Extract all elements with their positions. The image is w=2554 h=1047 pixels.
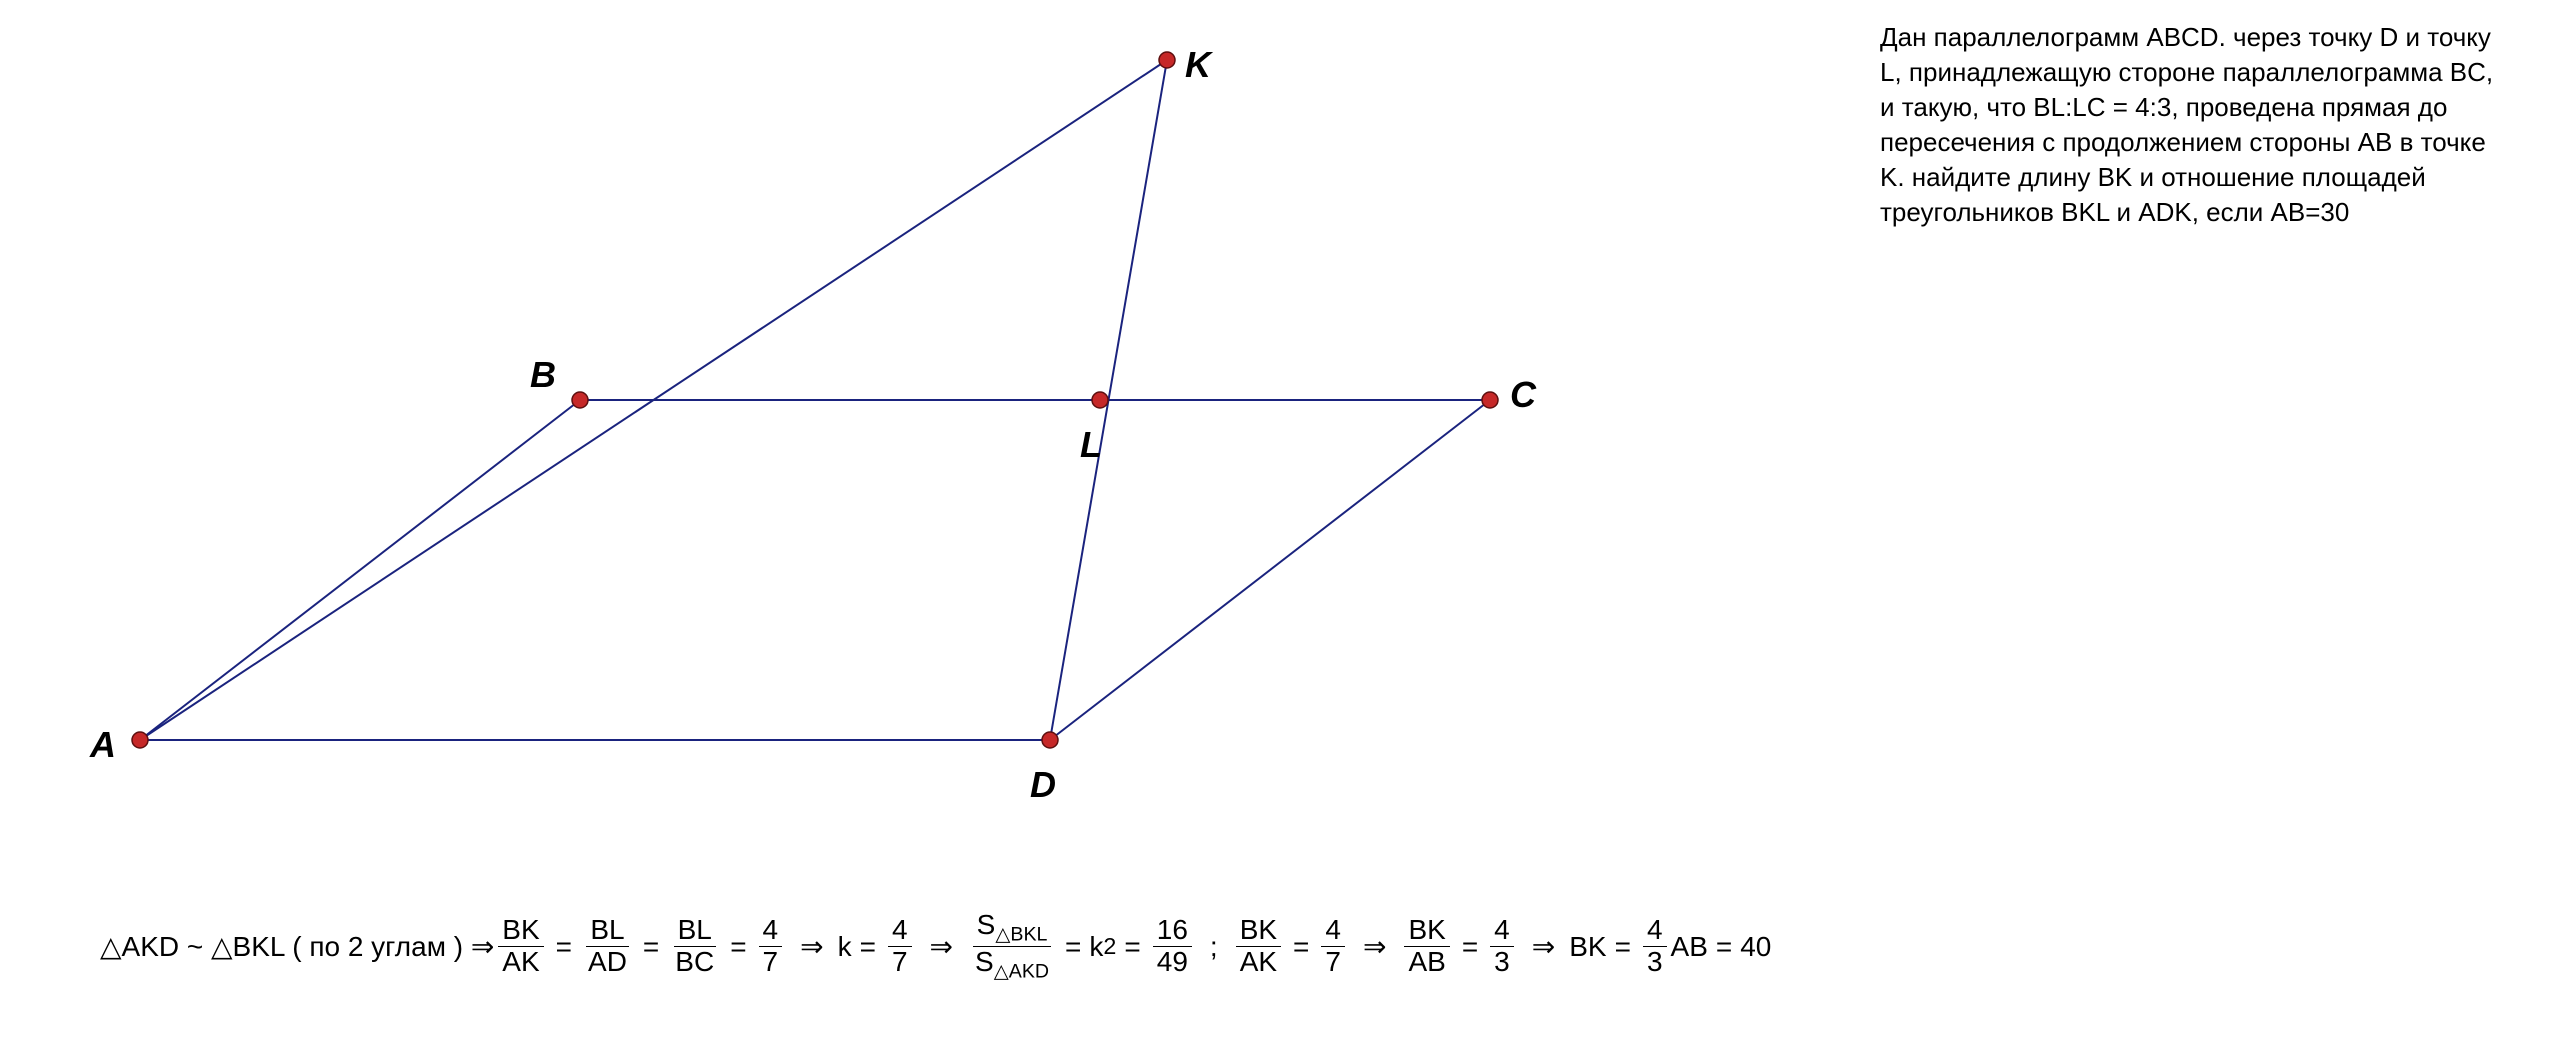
point-B [572, 392, 588, 408]
edge-A-B [140, 400, 580, 740]
label-A: A [90, 724, 116, 766]
point-C [1482, 392, 1498, 408]
label-D: D [1030, 764, 1056, 806]
edge-C-D [1050, 400, 1490, 740]
point-L [1092, 392, 1108, 408]
frac-bk-ab: BK AB [1404, 915, 1449, 978]
point-A [132, 732, 148, 748]
frac-16-49: 16 49 [1153, 915, 1192, 978]
frac-4-7: 4 7 [759, 915, 783, 978]
point-K [1159, 52, 1175, 68]
problem-text: Дан параллелограмм ABCD. через точку D и… [1880, 20, 2500, 231]
frac-final: 4 3 [1643, 915, 1667, 978]
label-K: K [1185, 44, 1211, 86]
frac-bk-ak-2: BK AK [1236, 915, 1281, 978]
frac-k: 4 7 [888, 915, 912, 978]
frac-bk-ak: BK AK [498, 915, 543, 978]
frac-bl-bc: BL BC [671, 915, 718, 978]
geometry-diagram [60, 40, 1780, 860]
frac-bl-ad: BL AD [584, 915, 631, 978]
frac-4-7-b: 4 7 [1321, 915, 1345, 978]
point-D [1042, 732, 1058, 748]
label-L: L [1080, 424, 1102, 466]
solution-line: △AKD ~ △BKL ( по 2 углам ) ⇒ BK AK = BL … [100, 910, 1771, 983]
label-C: C [1510, 374, 1536, 416]
frac-4-3: 4 3 [1490, 915, 1514, 978]
frac-areas: S△BKL S△AKD [971, 910, 1053, 983]
sol-prefix: △AKD ~ △BKL ( по 2 углам ) ⇒ [100, 930, 494, 963]
label-B: B [530, 354, 556, 396]
